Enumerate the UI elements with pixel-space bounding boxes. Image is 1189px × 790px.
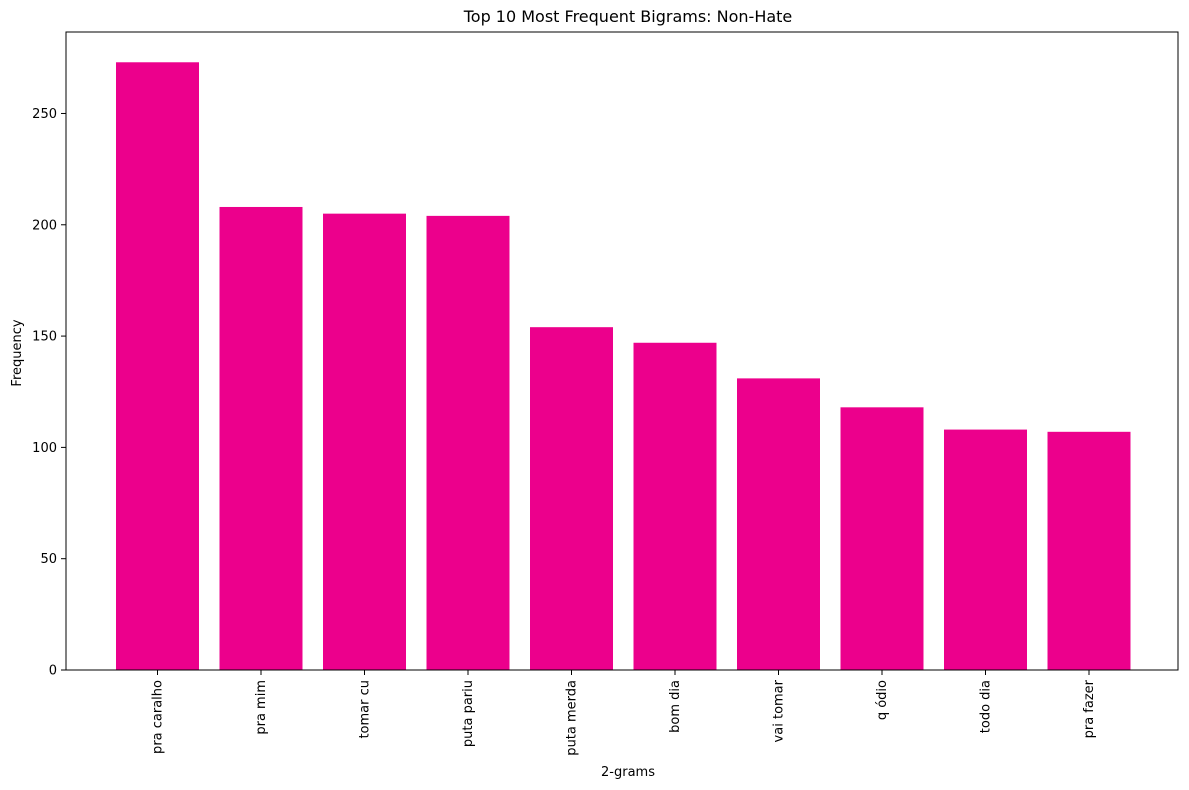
bar — [116, 62, 199, 670]
bar — [323, 213, 406, 670]
x-tick-label: vai tomar — [772, 679, 787, 742]
x-tick-label: puta pariu — [461, 680, 476, 747]
x-tick-label: pra caralho — [151, 680, 166, 754]
plot-frame — [65, 31, 1179, 671]
x-axis-label: 2-grams — [601, 765, 655, 780]
bar — [633, 342, 717, 670]
x-tick-label: tomar cu — [358, 680, 373, 739]
bar — [219, 206, 303, 671]
x-tick-label: pra fazer — [1082, 679, 1097, 738]
chart-title: Top 10 Most Frequent Bigrams: Non-Hate — [463, 7, 793, 26]
x-tick-label: todo dia — [979, 680, 994, 733]
bars-layer — [116, 62, 1131, 671]
x-tick-label: bom dia — [668, 680, 683, 733]
y-axis: 0 50 100 150 200 250 — [32, 107, 66, 679]
bar — [426, 215, 510, 670]
bar — [840, 407, 924, 670]
y-tick-label: 0 — [49, 664, 57, 679]
bar — [944, 429, 1027, 670]
x-tick-label: q ódio — [875, 680, 890, 720]
y-tick-label: 150 — [32, 330, 57, 345]
x-axis: pra caralho pra mim tomar cu puta pariu puta… — [151, 670, 1097, 756]
x-tick-label: pra mim — [254, 680, 269, 735]
y-tick-label: 50 — [40, 552, 57, 567]
bar — [737, 378, 820, 670]
bar — [1047, 431, 1131, 670]
x-tick-label: puta merda — [565, 680, 580, 756]
y-tick-label: 200 — [32, 218, 57, 233]
bar — [530, 327, 613, 670]
y-axis-label: Frequency — [10, 319, 25, 386]
y-tick-label: 100 — [32, 441, 57, 456]
y-tick-label: 250 — [32, 107, 57, 122]
